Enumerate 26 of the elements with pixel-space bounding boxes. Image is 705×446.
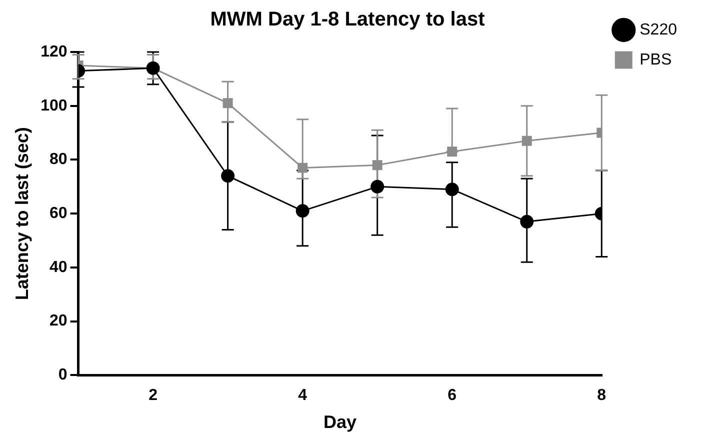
y-tick-label: 0	[58, 366, 68, 384]
point	[520, 214, 534, 228]
x-tick-label: 6	[448, 387, 457, 404]
y-tick-label: 100	[40, 97, 68, 114]
point	[370, 180, 384, 194]
point	[522, 136, 532, 146]
point	[222, 98, 233, 108]
point	[221, 169, 235, 183]
point	[298, 162, 308, 173]
point	[447, 146, 458, 157]
x-tick-label: 2	[148, 387, 158, 404]
y-tick-label: 60	[50, 205, 68, 222]
point	[445, 182, 459, 196]
y-tick-label: 40	[50, 258, 68, 276]
y-tick-label: 80	[50, 151, 68, 168]
x-tick-label: 8	[597, 387, 606, 404]
y-tick-label: 20	[50, 312, 68, 330]
legend-label: S220	[640, 21, 678, 38]
point	[372, 160, 382, 170]
legend-label: PBS	[640, 51, 672, 68]
y-axis-title: Latency to last (sec)	[12, 127, 32, 300]
y-tick-label: 120	[40, 43, 68, 60]
x-tick-label: 4	[298, 387, 308, 404]
point	[296, 204, 310, 218]
chart-title: MWM Day 1-8 Latency to last	[210, 8, 486, 31]
x-axis-title: Day	[323, 412, 356, 432]
